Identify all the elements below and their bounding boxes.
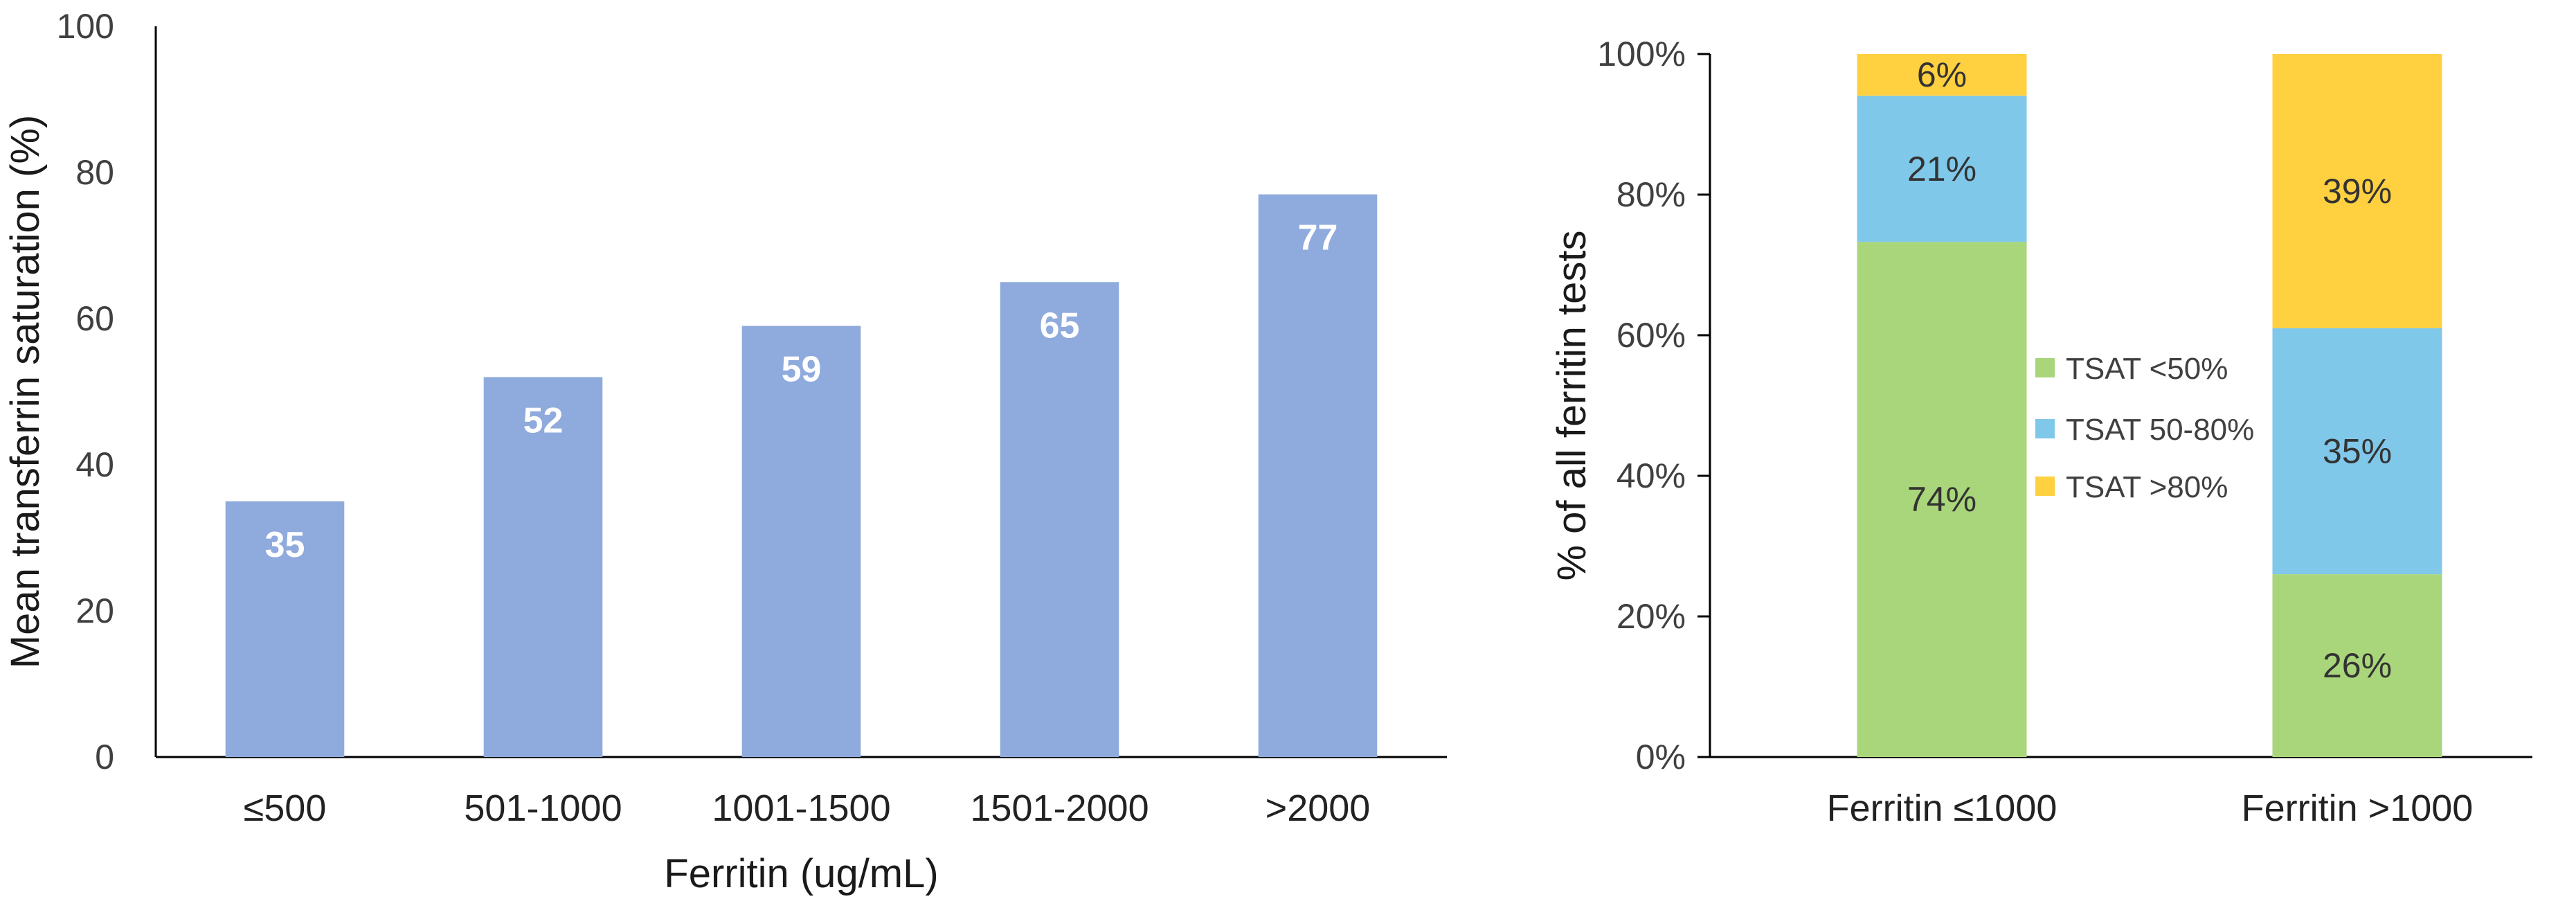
- stacked-segment: [2272, 328, 2442, 575]
- x-category-label: 1001-1500: [712, 787, 890, 829]
- x-category-label: >2000: [1266, 787, 1371, 829]
- legend-label: TSAT >80%: [2066, 470, 2228, 504]
- y-tick-label: 60%: [1616, 316, 1686, 355]
- bar: [483, 377, 603, 757]
- segment-value-label: 21%: [1907, 150, 1976, 188]
- bar-value-label: 59: [782, 350, 822, 390]
- x-category-label: 1501-2000: [970, 787, 1149, 829]
- bar-value-label: 35: [265, 525, 305, 565]
- bar: [741, 326, 861, 757]
- legend-swatch: [2035, 419, 2055, 438]
- y-tick-label: 80%: [1616, 175, 1686, 214]
- y-tick-label: 80: [75, 153, 114, 192]
- y-tick-label: 100: [57, 7, 114, 46]
- stacked-segment: [2272, 54, 2442, 328]
- stacked-segment: [2272, 574, 2442, 757]
- x-category-label: Ferritin ≤1000: [1827, 787, 2057, 829]
- y-tick-label: 100%: [1597, 35, 1686, 73]
- y-tick-label: 40: [75, 445, 114, 484]
- y-axis-title: Mean transferrin saturation (%): [3, 115, 48, 668]
- bar: [1258, 194, 1378, 757]
- bar-value-label: 77: [1298, 218, 1338, 258]
- segment-value-label: 39%: [2323, 172, 2392, 211]
- legend-swatch: [2035, 358, 2055, 377]
- legend-label: TSAT 50-80%: [2066, 413, 2254, 447]
- segment-value-label: 35%: [2323, 431, 2392, 470]
- legend-label: TSAT <50%: [2066, 352, 2228, 386]
- y-tick-label: 0%: [1636, 738, 1686, 776]
- bar: [225, 501, 345, 757]
- stacked-segment: [1857, 242, 2027, 757]
- x-category-label: ≤500: [244, 787, 327, 829]
- y-tick-label: 20%: [1616, 597, 1686, 636]
- y-tick-label: 40%: [1616, 456, 1686, 495]
- y-tick-label: 0: [95, 738, 114, 776]
- stacked-segment: [1857, 96, 2027, 242]
- x-axis-title: Ferritin (ug/mL): [664, 851, 938, 896]
- bar-value-label: 52: [523, 400, 564, 440]
- y-axis-title: % of all ferritin tests: [1549, 230, 1594, 580]
- bar: [1000, 282, 1119, 757]
- x-category-label: 501-1000: [464, 787, 622, 829]
- x-category-label: Ferritin >1000: [2242, 787, 2474, 829]
- segment-value-label: 6%: [1917, 55, 1967, 94]
- stacked-segment: [1857, 54, 2027, 96]
- bar-value-label: 65: [1040, 305, 1080, 346]
- mean-tsat-bar-chart: 0 20 40 60 80 100 35 ≤500 52 501-1000 59 1001-1500 6…: [3, 7, 1447, 896]
- segment-value-label: 74%: [1907, 480, 1976, 519]
- tsat-distribution-stacked-chart: 0% 20% 40% 60% 80% 100% 74% 21% 6% Ferritin ≤1000…: [1549, 35, 2532, 829]
- legend-swatch: [2035, 477, 2055, 496]
- y-tick-label: 20: [75, 591, 114, 630]
- y-tick-label: 60: [75, 299, 114, 338]
- segment-value-label: 26%: [2323, 646, 2392, 685]
